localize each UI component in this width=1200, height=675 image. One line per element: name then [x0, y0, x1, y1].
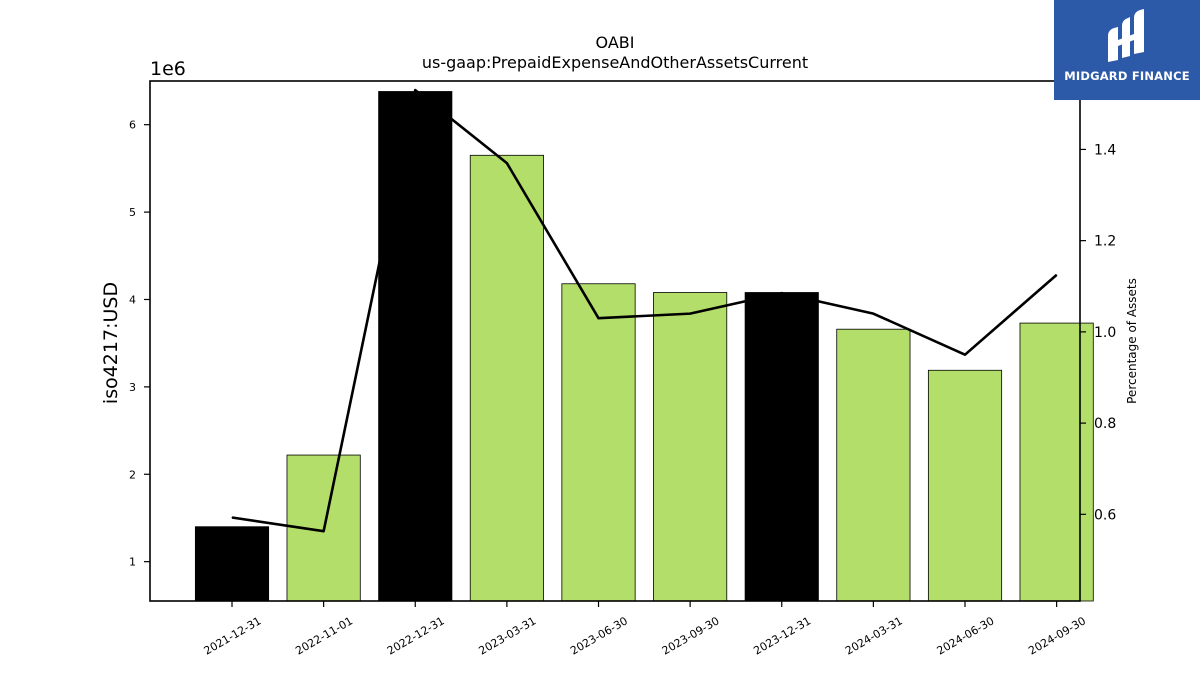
line-point-2022-12-31 — [414, 89, 416, 91]
midgard-logo-icon — [1108, 9, 1144, 62]
y-tick-label: 1 — [129, 556, 136, 569]
line-point-2023-03-31 — [506, 162, 508, 164]
y2-tick-label: 0.8 — [1094, 416, 1116, 432]
x-tick-label: 2024-06-30 — [935, 614, 997, 657]
line-point-2023-12-31 — [781, 292, 783, 294]
x-tick-label: 2023-12-31 — [751, 614, 813, 657]
bar-2024-09-30 — [1019, 322, 1094, 602]
bar-2022-12-31 — [378, 91, 453, 602]
y-tick-label: 2 — [129, 468, 136, 481]
line-group — [231, 88, 1058, 533]
y-tick-label: 5 — [129, 206, 136, 219]
x-tick-label: 2023-06-30 — [568, 614, 630, 657]
bar-2023-09-30 — [653, 292, 728, 602]
line-point-2023-09-30 — [689, 313, 691, 315]
chart-title: OABI — [596, 33, 635, 52]
midgard-finance-logo: MIDGARD FINANCE — [1054, 0, 1200, 100]
y2-tick-label: 0.6 — [1094, 507, 1116, 523]
x-tick-label: 2024-03-31 — [843, 614, 905, 657]
x-tick-label: 2024-09-30 — [1026, 614, 1088, 657]
y-offset-label: 1e6 — [150, 58, 186, 80]
chart-subtitle: us-gaap:PrepaidExpenseAndOtherAssetsCurr… — [422, 53, 808, 72]
y2-tick-label: 1.0 — [1094, 325, 1116, 341]
bar-2024-06-30 — [927, 369, 1003, 602]
bar-2024-03-31 — [836, 328, 911, 602]
line-point-2024-06-30 — [964, 354, 966, 356]
y2-axis-label: Percentage of Assets — [1125, 278, 1139, 404]
line-point-2022-11-01 — [323, 530, 325, 532]
x-tick-label: 2021-12-31 — [202, 614, 264, 657]
bar-2023-03-31 — [469, 154, 544, 602]
bar-2023-06-30 — [561, 283, 636, 602]
y-tick-label: 4 — [129, 293, 136, 306]
y2-tick-label: 1.2 — [1094, 234, 1116, 250]
line-point-2024-03-31 — [872, 313, 874, 315]
x-tick-label: 2022-12-31 — [385, 614, 447, 657]
bar-group — [194, 91, 1094, 602]
bar-2023-12-31 — [744, 292, 819, 602]
line-point-2021-12-31 — [231, 517, 233, 519]
logo-text: MIDGARD FINANCE — [1064, 69, 1190, 83]
x-tick-label: 2023-09-30 — [660, 614, 722, 657]
percentage-line — [231, 88, 1058, 533]
y-tick-label: 3 — [129, 381, 136, 394]
line-point-2023-06-30 — [598, 317, 600, 319]
line-point-2024-09-30 — [1056, 274, 1058, 276]
x-tick-label: 2023-03-31 — [477, 614, 539, 657]
y-tick-label: 6 — [129, 119, 136, 132]
y2-tick-label: 1.4 — [1094, 142, 1116, 158]
x-tick-label: 2022-11-01 — [293, 614, 355, 657]
y-axis-label: iso4217:USD — [100, 282, 122, 404]
plot-frame — [149, 80, 1081, 602]
bar-2021-12-31 — [194, 526, 270, 602]
